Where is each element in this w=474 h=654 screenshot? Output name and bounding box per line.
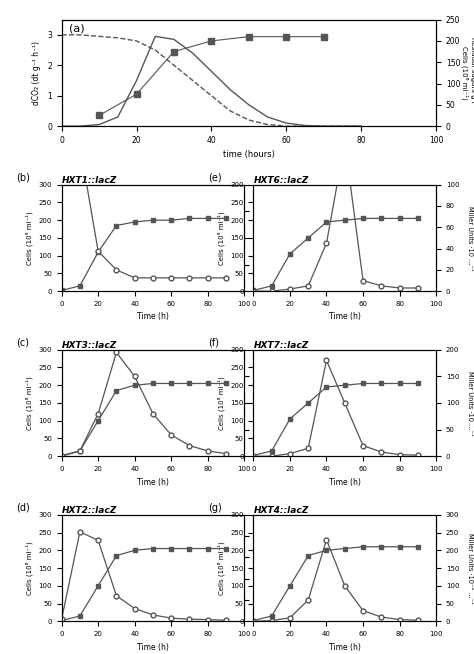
Y-axis label: Cells (10⁶ ml⁻¹): Cells (10⁶ ml⁻¹): [217, 541, 225, 595]
Text: (c): (c): [16, 337, 29, 348]
Text: (f): (f): [208, 337, 219, 348]
Text: (b): (b): [16, 173, 30, 182]
Text: (a): (a): [69, 24, 85, 34]
Y-axis label: dCO₂ (dt g⁻¹ h⁻¹): dCO₂ (dt g⁻¹ h⁻¹): [32, 41, 41, 105]
Y-axis label: Residual sugars g l⁻¹
Cells (10⁶ ml⁻¹): Residual sugars g l⁻¹ Cells (10⁶ ml⁻¹): [461, 37, 474, 109]
Y-axis label: Cells (10⁶ ml⁻¹): Cells (10⁶ ml⁻¹): [25, 376, 33, 430]
Y-axis label: Miller Units ·10 ...⁻¹: Miller Units ·10 ...⁻¹: [467, 205, 473, 270]
Y-axis label: Miller Units ·10 ...⁻¹: Miller Units ·10 ...⁻¹: [467, 371, 473, 436]
Text: HXT7::lacZ: HXT7::lacZ: [254, 341, 309, 350]
Text: HXT3::lacZ: HXT3::lacZ: [62, 341, 117, 350]
Text: HXT6::lacZ: HXT6::lacZ: [254, 176, 309, 184]
X-axis label: Time (h): Time (h): [137, 313, 169, 322]
Text: (g): (g): [208, 503, 221, 513]
Text: HXT4::lacZ: HXT4::lacZ: [254, 506, 309, 515]
Y-axis label: Cells (10⁶ ml⁻¹): Cells (10⁶ ml⁻¹): [217, 376, 225, 430]
Y-axis label: Cells (10⁶ ml⁻¹): Cells (10⁶ ml⁻¹): [217, 211, 225, 265]
Text: HXT2::lacZ: HXT2::lacZ: [62, 506, 117, 515]
X-axis label: Time (h): Time (h): [329, 643, 361, 651]
X-axis label: Time (h): Time (h): [329, 477, 361, 487]
Y-axis label: Cells (10⁶ ml⁻¹): Cells (10⁶ ml⁻¹): [25, 541, 33, 595]
Text: (d): (d): [16, 503, 30, 513]
X-axis label: time (hours): time (hours): [223, 150, 275, 160]
Text: HXT1::lacZ: HXT1::lacZ: [62, 176, 117, 184]
X-axis label: Time (h): Time (h): [137, 643, 169, 651]
Text: (e): (e): [208, 173, 221, 182]
Y-axis label: Miller Units ·10⁻² ...⁻¹: Miller Units ·10⁻² ...⁻¹: [467, 532, 473, 604]
X-axis label: Time (h): Time (h): [329, 313, 361, 322]
X-axis label: Time (h): Time (h): [137, 477, 169, 487]
Y-axis label: Cells (10⁶ ml⁻¹): Cells (10⁶ ml⁻¹): [25, 211, 33, 265]
